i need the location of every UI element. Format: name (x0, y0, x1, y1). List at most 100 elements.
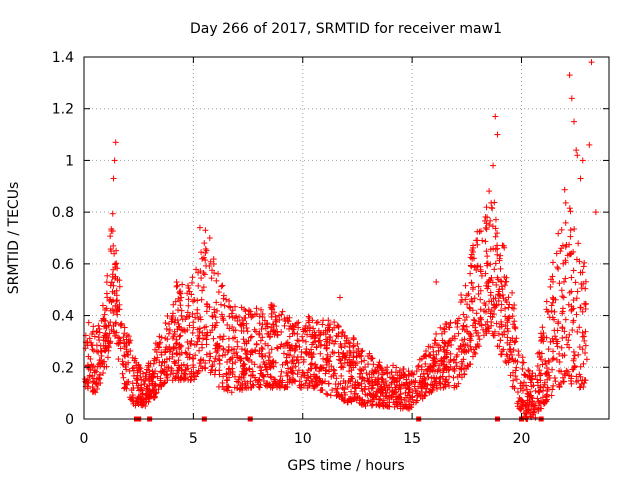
data-point (490, 245, 497, 252)
data-point (284, 360, 291, 367)
data-point (422, 392, 429, 399)
data-point (308, 377, 315, 384)
data-point (560, 294, 567, 301)
data-point (484, 214, 491, 221)
data-point (149, 386, 156, 393)
data-point (196, 347, 203, 354)
data-point (471, 264, 478, 271)
data-point (350, 364, 357, 371)
data-point (189, 355, 196, 362)
data-point (318, 380, 325, 387)
data-point (164, 336, 171, 343)
data-point (294, 337, 301, 344)
data-point (361, 357, 368, 364)
data-point (341, 386, 348, 393)
data-point (98, 348, 105, 355)
data-point (403, 401, 410, 408)
data-point (303, 348, 310, 355)
data-point (558, 226, 565, 233)
data-point (143, 398, 150, 405)
data-point (488, 322, 495, 329)
data-point (256, 313, 263, 320)
data-point (253, 340, 260, 347)
data-point (425, 374, 432, 381)
data-point (109, 210, 116, 217)
data-point (458, 366, 465, 373)
data-point (302, 338, 309, 345)
data-point (329, 337, 336, 344)
data-point (569, 327, 576, 334)
data-point (335, 349, 342, 356)
axis-ticks (83, 56, 609, 420)
data-point (95, 322, 102, 329)
data-point (376, 402, 383, 409)
data-point (437, 324, 444, 331)
data-point (101, 311, 108, 318)
data-point (495, 288, 502, 295)
data-point (576, 371, 583, 378)
data-point (496, 343, 503, 350)
data-point (530, 408, 537, 415)
data-point (507, 372, 514, 379)
data-point (158, 382, 165, 389)
data-point (482, 238, 489, 245)
data-point (105, 343, 112, 350)
data-point (123, 361, 130, 368)
data-point (481, 300, 488, 307)
data-point (567, 233, 574, 240)
data-point (310, 325, 317, 332)
data-point (350, 342, 357, 349)
data-point (217, 301, 224, 308)
data-point (319, 364, 326, 371)
data-point (145, 360, 152, 367)
data-point (202, 360, 209, 367)
data-point (302, 349, 309, 356)
data-point (513, 335, 520, 342)
data-point (312, 332, 319, 339)
data-point (270, 328, 277, 335)
y-tick-label: 0.2 (52, 360, 74, 376)
data-point (150, 374, 157, 381)
data-point (239, 363, 246, 370)
data-point (579, 329, 586, 336)
data-point (101, 323, 108, 330)
data-point (257, 370, 264, 377)
data-point (406, 392, 413, 399)
data-point (478, 272, 485, 279)
data-point (201, 271, 208, 278)
data-point (86, 373, 93, 380)
data-point (393, 396, 400, 403)
data-point (140, 396, 147, 403)
data-point (211, 324, 218, 331)
data-point (529, 370, 536, 377)
data-point (427, 381, 434, 388)
data-point (216, 367, 223, 374)
data-point (538, 350, 545, 357)
data-point (157, 339, 164, 346)
data-point (169, 335, 176, 342)
data-point (568, 274, 575, 281)
data-point (333, 392, 340, 399)
data-point (422, 360, 429, 367)
data-point (171, 358, 178, 365)
data-point (580, 263, 587, 270)
data-point (120, 374, 127, 381)
data-point (498, 301, 505, 308)
data-point (252, 377, 259, 384)
data-point (213, 299, 220, 306)
data-point (519, 354, 526, 361)
data-point (489, 205, 496, 212)
data-point (388, 369, 395, 376)
data-point (133, 359, 140, 366)
data-point (568, 250, 575, 257)
data-point (172, 373, 179, 380)
y-tick-label: 0.8 (52, 205, 74, 221)
data-point (116, 339, 123, 346)
data-point (456, 371, 463, 378)
data-point (256, 331, 263, 338)
data-point (384, 403, 391, 410)
data-point (568, 95, 575, 102)
data-point (266, 350, 273, 357)
data-point (430, 361, 437, 368)
data-point (502, 305, 509, 312)
